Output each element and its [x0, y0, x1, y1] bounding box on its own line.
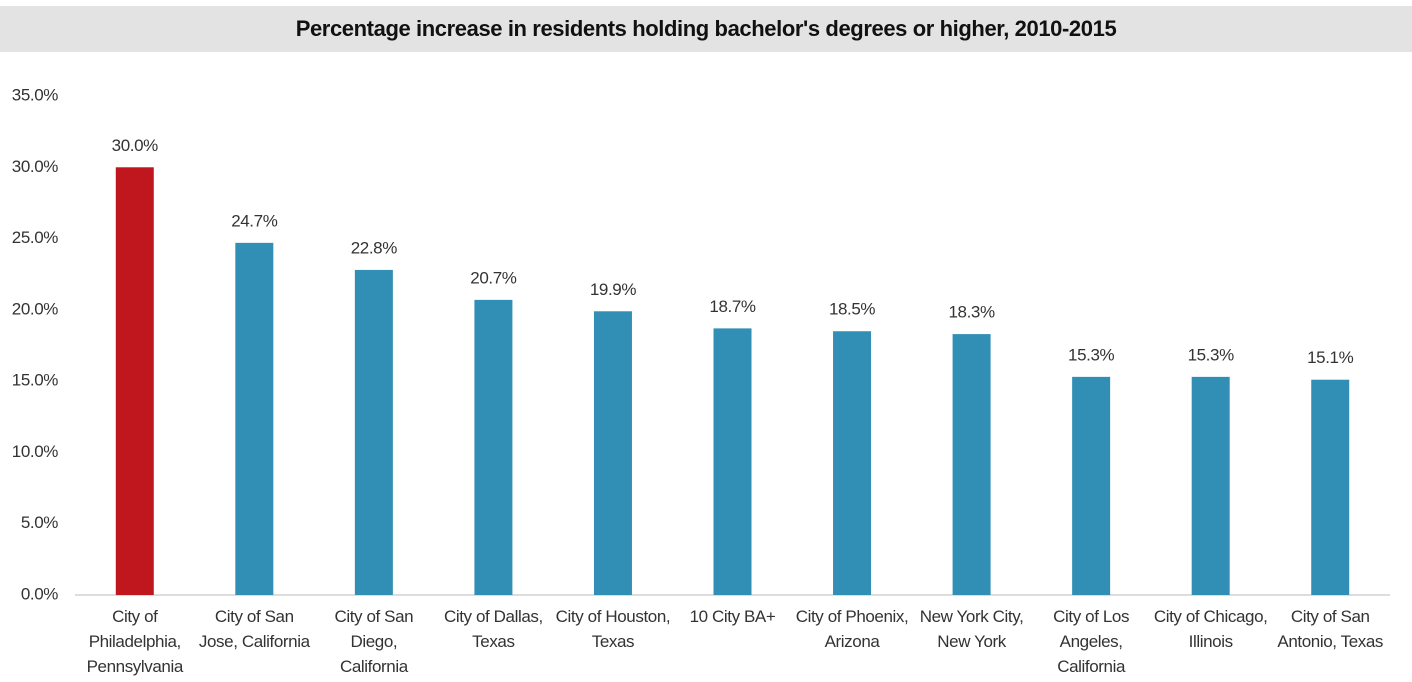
- data-label: 15.1%: [1307, 348, 1353, 367]
- x-tick-label: City of San Antonio, Texas: [1277, 607, 1384, 651]
- data-label: 18.3%: [948, 303, 994, 322]
- data-label: 15.3%: [1068, 345, 1114, 364]
- bar: [115, 167, 154, 596]
- data-label: 22.8%: [351, 238, 397, 257]
- y-tick-label: 25.0%: [12, 228, 58, 247]
- chart-title: Percentage increase in residents holding…: [0, 6, 1412, 52]
- data-label: 19.9%: [590, 280, 636, 299]
- data-label: 20.7%: [470, 268, 516, 287]
- data-label: 30.0%: [112, 136, 158, 155]
- bar: [1191, 376, 1230, 595]
- y-tick-label: 5.0%: [21, 513, 58, 532]
- x-tick-label: City of San Jose, California: [198, 607, 310, 651]
- bar: [713, 328, 752, 595]
- bar: [593, 311, 632, 595]
- x-tick-label: City of Phoenix, Arizona: [795, 607, 909, 651]
- y-tick-label: 10.0%: [12, 442, 58, 461]
- data-label: 18.5%: [829, 300, 875, 319]
- y-tick-label: 35.0%: [12, 85, 58, 104]
- data-label: 24.7%: [231, 211, 277, 230]
- y-tick-label: 0.0%: [21, 584, 58, 603]
- y-tick-label: 30.0%: [12, 157, 58, 176]
- bar: [474, 299, 513, 595]
- x-tick-label: New York City, New York: [919, 607, 1024, 651]
- x-tick-label: City of Dallas, Texas: [443, 607, 543, 651]
- y-tick-label: 15.0%: [12, 371, 58, 390]
- bar: [1311, 379, 1350, 595]
- data-label: 18.7%: [709, 297, 755, 316]
- data-label: 15.3%: [1188, 345, 1234, 364]
- bar: [235, 242, 274, 595]
- bar: [952, 334, 991, 595]
- x-tick-label: City of Houston, Texas: [555, 607, 671, 651]
- bar: [1072, 376, 1111, 595]
- x-tick-label: City of Chicago, Illinois: [1153, 607, 1268, 651]
- bar: [354, 269, 393, 595]
- y-tick-label: 20.0%: [12, 299, 58, 318]
- x-tick-label: City of Los Angeles, California: [1053, 607, 1130, 676]
- x-tick-label: City of San Diego, California: [334, 607, 414, 676]
- bar: [833, 331, 872, 595]
- x-tick-label: 10 City BA+: [689, 607, 776, 626]
- x-tick-label: City of Philadelphia, Pennsylvania: [86, 607, 184, 676]
